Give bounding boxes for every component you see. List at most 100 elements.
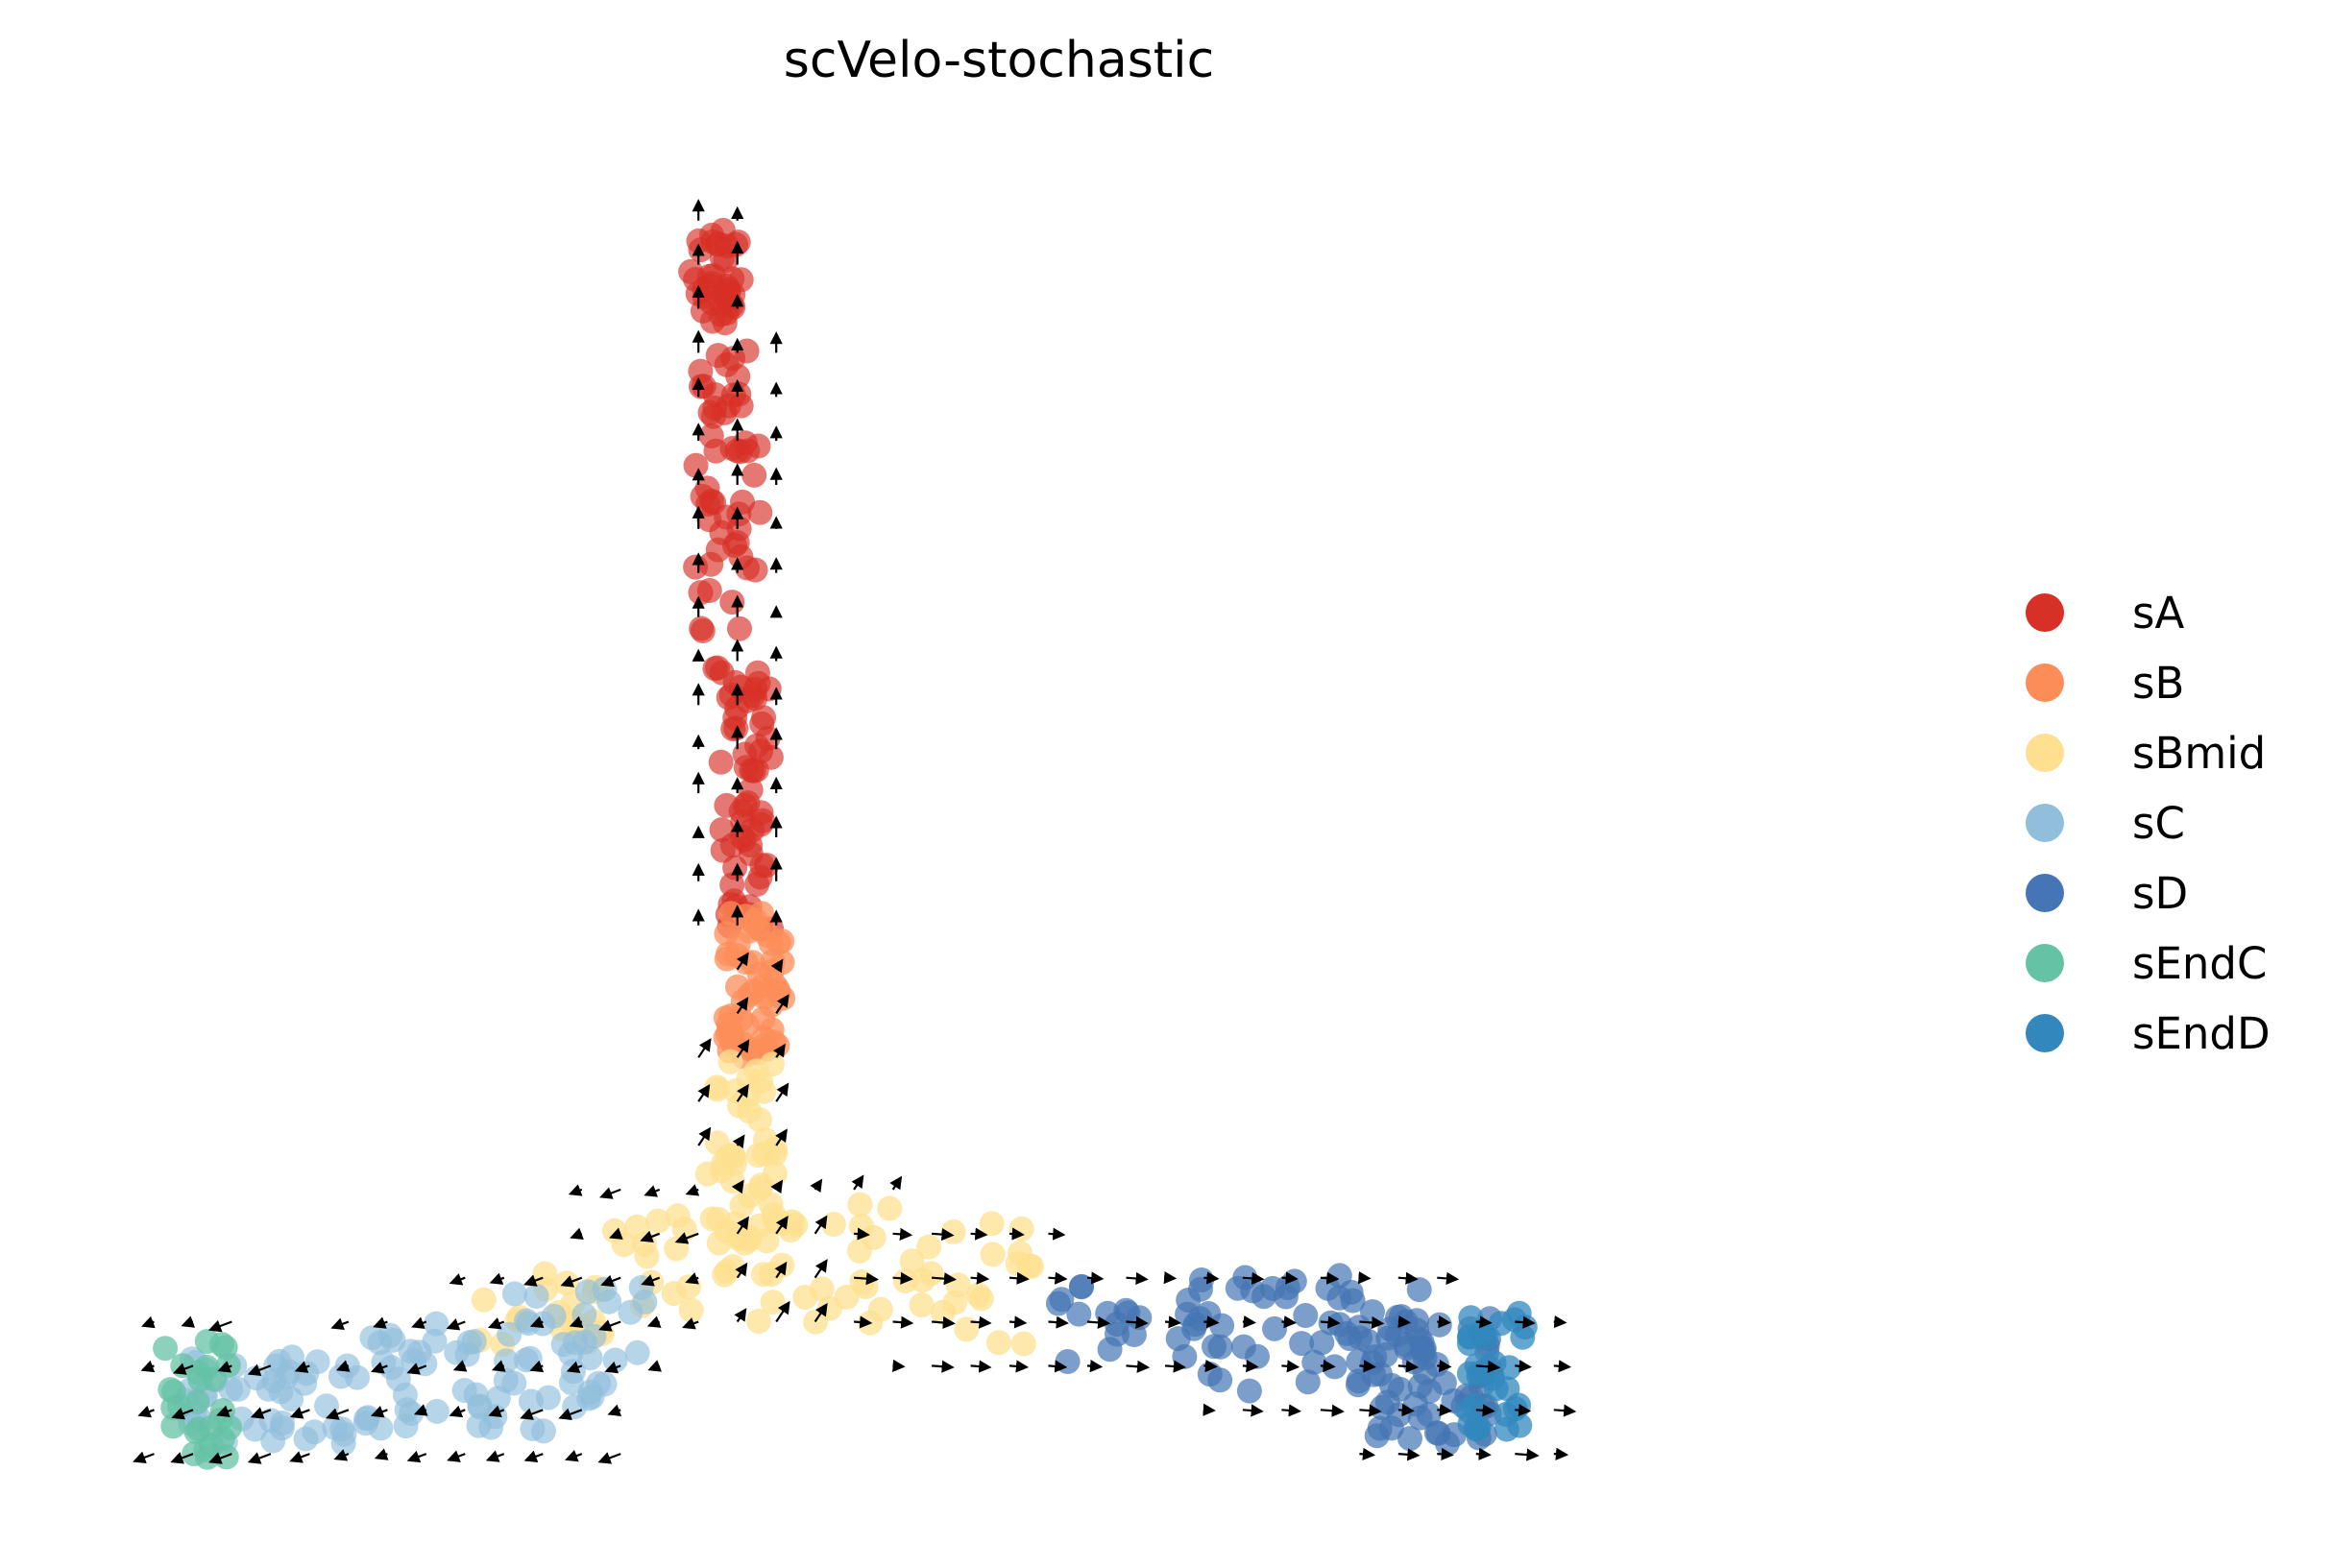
point-sC [501,1281,527,1307]
velocity-arrow [449,1405,466,1418]
velocity-arrow [1475,1360,1501,1373]
point-sC [451,1378,477,1403]
point-sC [466,1412,492,1438]
velocity-arrow [1515,1448,1540,1461]
velocity-arrow [814,1302,828,1323]
velocity-arrow [289,1451,310,1463]
velocity-arrow [452,1360,468,1372]
velocity-arrow [1553,1447,1569,1460]
point-sA [727,615,752,641]
point-sEndC [160,1413,186,1439]
point-sBmid [1010,1331,1036,1357]
velocity-arrow [814,1259,828,1279]
velocity-arrow [140,1360,156,1373]
point-sBmid [706,1230,732,1256]
velocity-arrow [1242,1271,1265,1285]
point-sBmid [532,1261,558,1287]
point-sA [689,374,714,399]
point-sD [1387,1376,1413,1402]
velocity-arrow [1320,1271,1340,1285]
velocity-arrow [529,1315,545,1329]
velocity-arrow [1437,1447,1454,1461]
velocity-arrow [335,1360,351,1372]
legend-label: sA [2132,588,2184,639]
velocity-arrow [736,997,749,1015]
velocity-arrow [373,1316,388,1329]
velocity-arrow [970,1360,992,1373]
point-sBmid [705,1206,731,1232]
velocity-arrow [1281,1360,1300,1373]
velocity-arrow [558,1408,583,1420]
velocity-arrow [892,1227,913,1241]
velocity-arrow [1126,1315,1149,1329]
point-sC [501,1370,527,1396]
velocity-arrow [770,958,784,974]
point-sA [742,557,768,583]
legend-label: sEndC [2132,938,2267,989]
point-sC [494,1348,520,1374]
point-sBmid [717,1049,743,1074]
legend-label: sB [2132,658,2184,709]
velocity-arrow [697,1038,712,1058]
legend-marker-sEndD [2026,1014,2064,1052]
point-sB [740,950,765,976]
point-sC [523,1284,549,1309]
point-sA [747,864,773,890]
point-sA [678,258,704,284]
velocity-arrow [1164,1315,1181,1329]
point-sC [302,1419,328,1445]
point-sD [1289,1331,1315,1357]
point-sB [745,915,770,941]
point-sB [765,929,791,955]
velocity-arrow [1475,1315,1493,1329]
velocity-arrow [217,1361,232,1373]
velocity-arrow [449,1273,466,1286]
point-sC [304,1349,330,1375]
velocity-arrow [1515,1315,1536,1329]
point-sD [1055,1349,1081,1374]
point-sBmid [720,1144,746,1170]
velocity-arrow [1515,1404,1532,1417]
point-sA [727,439,753,465]
point-sBmid [940,1218,966,1244]
point-sEndC [182,1441,207,1467]
point-sA [712,283,738,309]
point-sC [380,1327,406,1353]
point-sBmid [867,1296,893,1322]
velocity-arrow [646,1315,662,1328]
velocity-arrow [523,1450,544,1463]
point-sBmid [849,1269,875,1294]
velocity-arrow [685,1272,699,1285]
point-sD [1066,1301,1092,1327]
point-sA [722,855,748,880]
velocity-arrow [374,1448,389,1460]
point-sC [628,1275,654,1300]
velocity-arrow [137,1405,155,1418]
velocity-arrow [1008,1360,1030,1373]
legend-marker-sBmid [2026,734,2064,772]
point-sBmid [909,1292,935,1318]
velocity-arrows-layer [133,199,1577,1464]
point-sC [225,1376,251,1402]
velocity-arrow [1437,1359,1452,1373]
velocity-arrow [133,1451,155,1464]
velocity-arrow [892,1271,913,1285]
velocity-arrow [810,1178,823,1194]
velocity-arrow [732,1134,745,1149]
point-sC [355,1405,381,1431]
velocity-arrow [1008,1227,1025,1241]
velocity-arrow [1397,1404,1415,1417]
velocity-arrow [854,1227,870,1241]
point-sBmid [942,1290,968,1315]
velocity-arrow [1475,1404,1495,1417]
velocity-arrow [1048,1227,1066,1241]
velocity-arrow [1515,1360,1532,1373]
velocity-arrow [682,1317,699,1330]
velocity-arrow [487,1317,505,1330]
velocity-arrow [1397,1315,1412,1329]
point-sBmid [678,1297,704,1323]
points-layer [153,217,1538,1470]
point-sC [292,1370,318,1396]
point-sEndC [215,1352,241,1378]
point-sBmid [661,1281,687,1307]
